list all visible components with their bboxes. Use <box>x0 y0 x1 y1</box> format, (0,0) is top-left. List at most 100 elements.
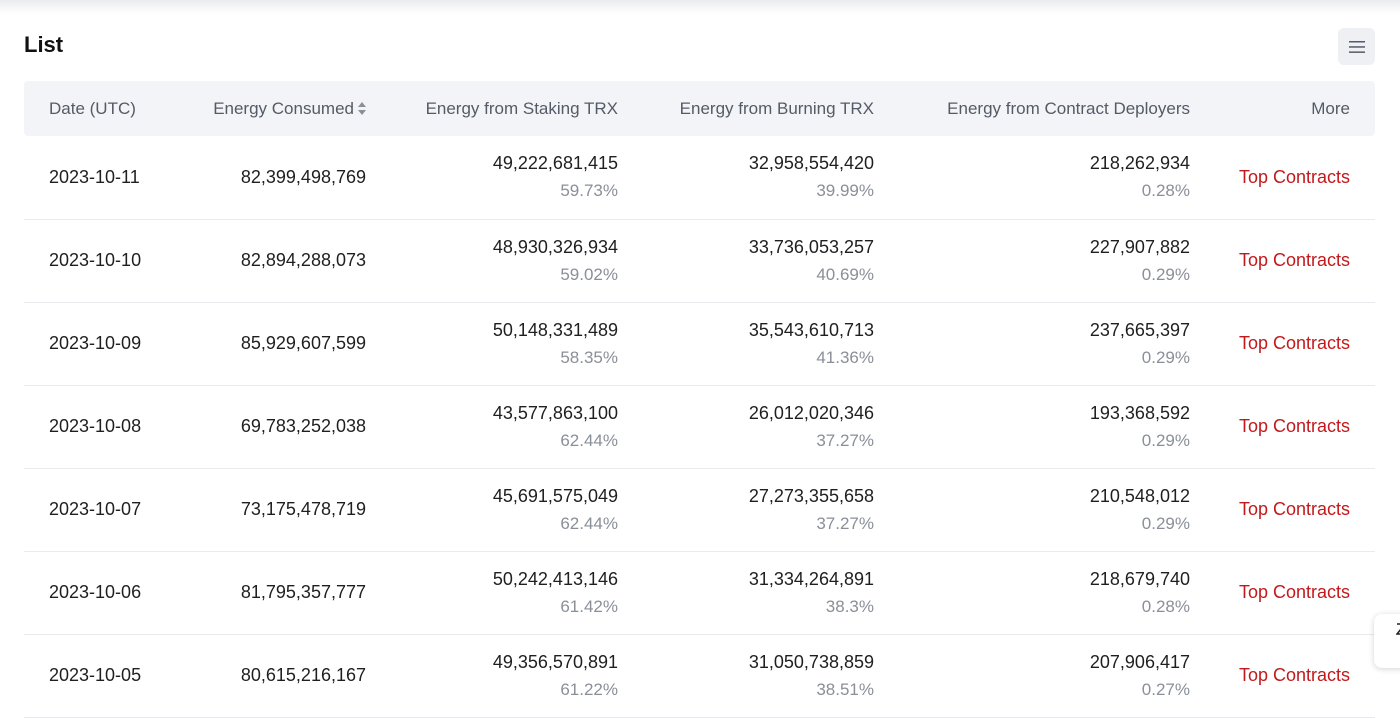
burning-value: 31,050,738,859 <box>748 651 874 672</box>
deployers-value: 210,548,012 <box>1089 485 1190 506</box>
deployers-percent: 0.29% <box>1141 264 1190 284</box>
deployers-cell: 193,368,592 0.29% <box>874 385 1190 468</box>
energy-table: Date (UTC) Energy Consumed Energy from S… <box>24 81 1375 718</box>
top-contracts-link[interactable]: Top Contracts <box>1238 166 1350 187</box>
staking-percent: 59.73% <box>560 181 618 201</box>
deployers-value: 207,906,417 <box>1089 651 1190 672</box>
hamburger-menu-icon <box>1348 40 1365 53</box>
staking-percent: 61.42% <box>560 596 618 616</box>
deployers-cell: 218,262,934 0.28% <box>874 136 1190 219</box>
deployers-percent: 0.29% <box>1141 430 1190 450</box>
deployers-value: 193,368,592 <box>1089 402 1190 423</box>
staking-value: 45,691,575,049 <box>492 485 618 506</box>
burning-cell: 27,273,355,658 37.27% <box>618 468 874 551</box>
burning-percent: 41.36% <box>816 347 874 367</box>
table-row: 2023-10-06 81,795,357,777 50,242,413,146… <box>24 551 1375 634</box>
date-cell: 2023-10-06 <box>49 582 142 602</box>
deployers-cell: 210,548,012 0.29% <box>874 468 1190 551</box>
column-menu-button[interactable] <box>1338 28 1375 65</box>
deployers-percent: 0.28% <box>1141 181 1190 201</box>
date-cell: 2023-10-05 <box>49 665 142 685</box>
energy-consumed-cell: 82,894,288,073 <box>240 250 366 270</box>
deployers-percent: 0.27% <box>1141 679 1190 699</box>
staking-percent: 62.44% <box>560 513 618 533</box>
burning-percent: 37.27% <box>816 430 874 450</box>
staking-value: 50,242,413,146 <box>492 568 618 589</box>
staking-percent: 62.44% <box>560 430 618 450</box>
top-shadow <box>0 0 1400 14</box>
burning-cell: 31,050,738,859 38.51% <box>618 634 874 717</box>
column-header-date: Date (UTC) <box>49 98 136 118</box>
more-cell: Top Contracts <box>1190 385 1375 468</box>
more-cell: Top Contracts <box>1190 551 1375 634</box>
energy-consumed-cell: 85,929,607,599 <box>240 333 366 353</box>
top-contracts-link[interactable]: Top Contracts <box>1238 250 1350 270</box>
burning-percent: 38.3% <box>825 596 874 616</box>
staking-cell: 43,577,863,100 62.44% <box>366 385 618 468</box>
deployers-value: 218,679,740 <box>1089 568 1190 589</box>
burning-cell: 35,543,610,713 41.36% <box>618 302 874 385</box>
top-contracts-link[interactable]: Top Contracts <box>1238 333 1350 353</box>
date-cell: 2023-10-07 <box>49 499 142 519</box>
deployers-cell: 237,665,397 0.29% <box>874 302 1190 385</box>
column-header-burning: Energy from Burning TRX <box>679 98 874 118</box>
deployers-percent: 0.29% <box>1141 347 1190 367</box>
burning-value: 26,012,020,346 <box>748 402 874 423</box>
burning-percent: 39.99% <box>816 181 874 201</box>
zoom-icon <box>1395 623 1400 635</box>
burning-value: 31,334,264,891 <box>748 568 874 589</box>
table-row: 2023-10-11 82,399,498,769 49,222,681,415… <box>24 136 1375 219</box>
date-cell: 2023-10-11 <box>49 166 140 187</box>
deployers-cell: 227,907,882 0.29% <box>874 219 1190 302</box>
table-row: 2023-10-05 80,615,216,167 49,356,570,891… <box>24 634 1375 717</box>
staking-value: 49,356,570,891 <box>492 651 618 672</box>
staking-value: 49,222,681,415 <box>492 153 618 174</box>
energy-consumed-cell: 82,399,498,769 <box>240 166 366 187</box>
table-row: 2023-10-07 73,175,478,719 45,691,575,049… <box>24 468 1375 551</box>
staking-percent: 58.35% <box>560 347 618 367</box>
energy-consumed-cell: 80,615,216,167 <box>240 665 366 685</box>
top-contracts-link[interactable]: Top Contracts <box>1238 499 1350 519</box>
staking-cell: 49,222,681,415 59.73% <box>366 136 618 219</box>
staking-percent: 61.22% <box>560 679 618 699</box>
more-cell: Top Contracts <box>1190 136 1375 219</box>
deployers-percent: 0.29% <box>1141 513 1190 533</box>
staking-cell: 49,356,570,891 61.22% <box>366 634 618 717</box>
burning-value: 35,543,610,713 <box>748 319 874 340</box>
top-contracts-link[interactable]: Top Contracts <box>1238 416 1350 436</box>
deployers-value: 227,907,882 <box>1089 236 1190 257</box>
deployers-value: 237,665,397 <box>1089 319 1190 340</box>
date-cell: 2023-10-09 <box>49 333 142 353</box>
burning-cell: 32,958,554,420 39.99% <box>618 136 874 219</box>
top-contracts-link[interactable]: Top Contracts <box>1238 665 1350 685</box>
burning-value: 27,273,355,658 <box>748 485 874 506</box>
burning-value: 32,958,554,420 <box>748 153 874 174</box>
table-row: 2023-10-10 82,894,288,073 48,930,326,934… <box>24 219 1375 302</box>
more-cell: Top Contracts <box>1190 634 1375 717</box>
deployers-cell: 207,906,417 0.27% <box>874 634 1190 717</box>
burning-cell: 26,012,020,346 37.27% <box>618 385 874 468</box>
staking-cell: 50,148,331,489 58.35% <box>366 302 618 385</box>
staking-cell: 50,242,413,146 61.42% <box>366 551 618 634</box>
burning-cell: 31,334,264,891 38.3% <box>618 551 874 634</box>
energy-consumed-cell: 73,175,478,719 <box>240 499 366 519</box>
energy-consumed-cell: 69,783,252,038 <box>240 416 366 436</box>
deployers-cell: 218,679,740 0.28% <box>874 551 1190 634</box>
burning-cell: 33,736,053,257 40.69% <box>618 219 874 302</box>
staking-value: 48,930,326,934 <box>492 236 618 257</box>
date-cell: 2023-10-10 <box>49 250 142 270</box>
sort-icon[interactable] <box>358 101 366 117</box>
burning-value: 33,736,053,257 <box>748 236 874 257</box>
staking-cell: 48,930,326,934 59.02% <box>366 219 618 302</box>
more-cell: Top Contracts <box>1190 219 1375 302</box>
more-cell: Top Contracts <box>1190 468 1375 551</box>
top-contracts-link[interactable]: Top Contracts <box>1238 582 1350 602</box>
staking-value: 50,148,331,489 <box>492 319 618 340</box>
deployers-percent: 0.28% <box>1141 596 1190 616</box>
floating-side-widget[interactable] <box>1374 614 1400 668</box>
column-header-deployers: Energy from Contract Deployers <box>947 98 1190 118</box>
date-cell: 2023-10-08 <box>49 416 142 436</box>
column-header-staking: Energy from Staking TRX <box>425 98 618 118</box>
burning-percent: 38.51% <box>816 679 874 699</box>
column-header-energy-consumed[interactable]: Energy Consumed <box>204 81 366 136</box>
